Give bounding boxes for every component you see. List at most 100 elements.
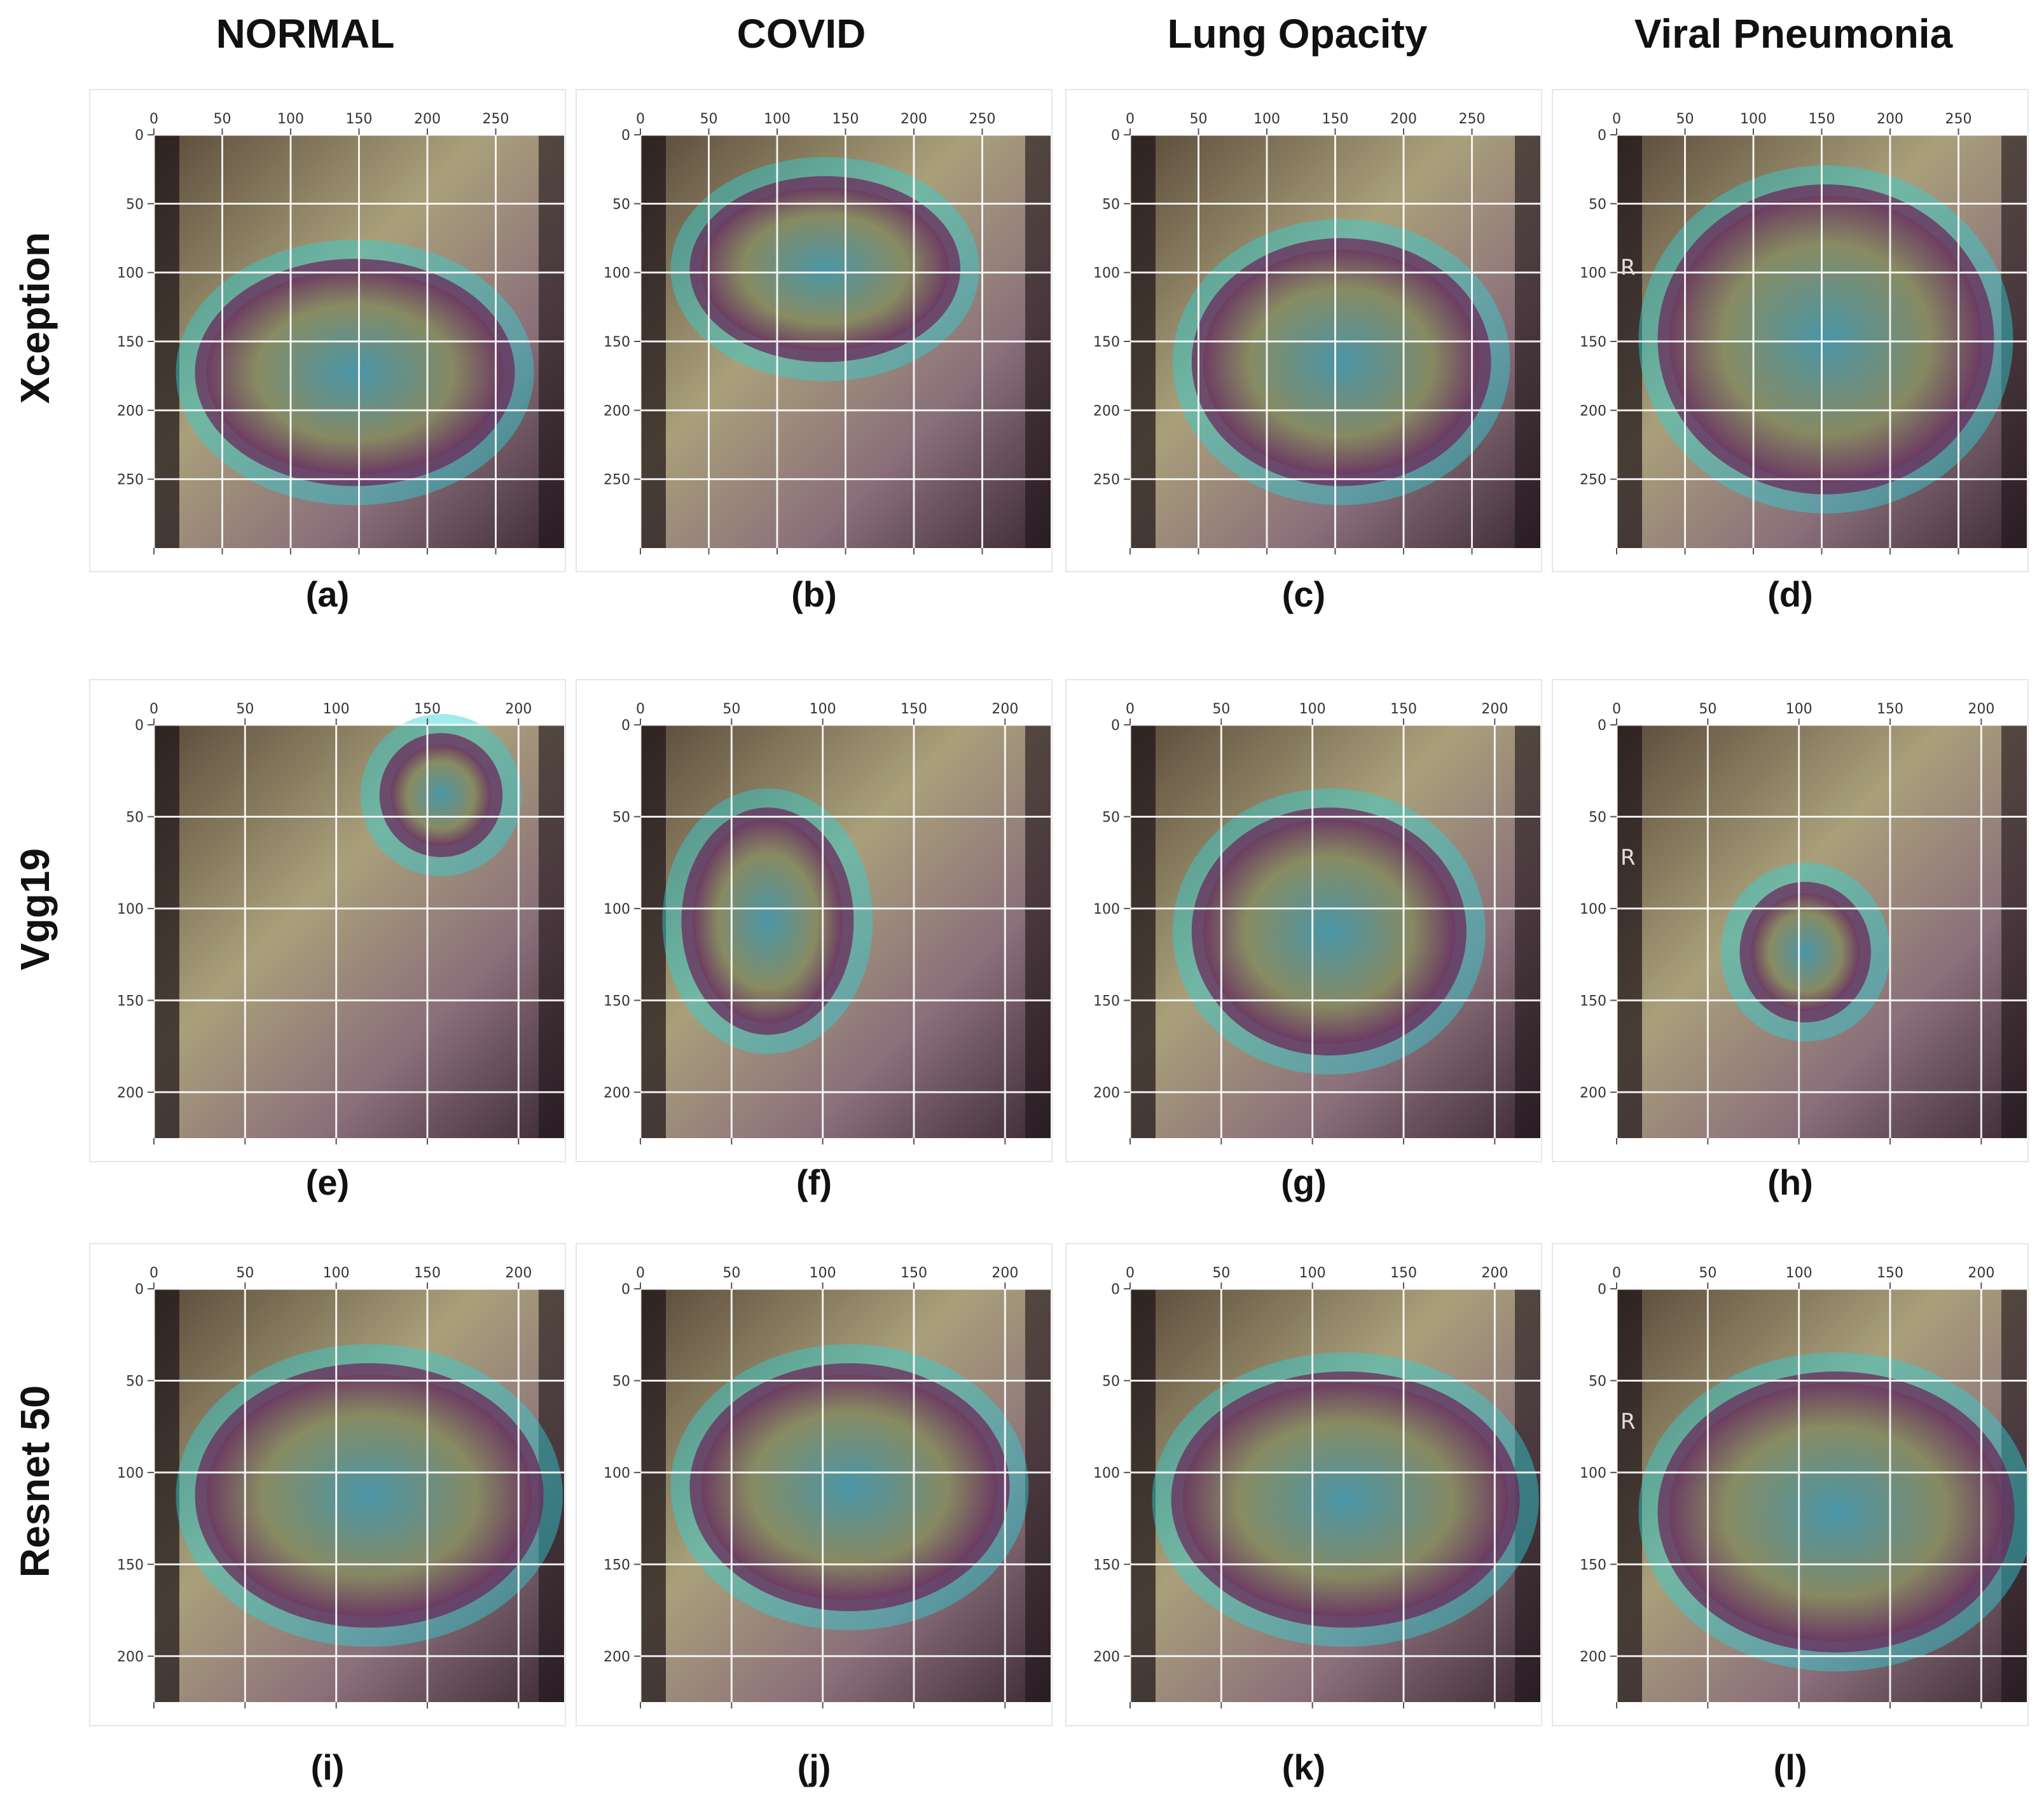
xray-marker-label: R (1620, 845, 1636, 870)
x-tick-label: 50 (236, 1265, 254, 1281)
x-tick-label: 50 (1699, 701, 1716, 717)
column-header-viral-pneumonia: Viral Pneumonia (1634, 11, 1953, 57)
x-tick-label: 150 (1390, 701, 1417, 717)
panel-caption: (g) (1281, 1162, 1327, 1202)
y-tick-label: 50 (126, 809, 144, 825)
heatmap-overlay-image: 00 50 50 100 100 150 150 200 200 R (1580, 701, 2027, 1144)
x-tick-label: 200 (991, 1265, 1018, 1281)
y-tick-label: 100 (604, 902, 630, 917)
panel-caption: (l) (1773, 1747, 1807, 1787)
y-tick-label: 200 (1580, 403, 1606, 419)
x-tick-label: 150 (1877, 1265, 1903, 1281)
x-tick-label: 0 (1612, 111, 1621, 127)
y-tick-label: 50 (1589, 196, 1606, 212)
column-header-covid: COVID (736, 11, 866, 57)
x-tick-label: 100 (810, 701, 836, 717)
x-tick-label: 0 (149, 701, 158, 717)
heatmap-overlay-image: 00 50 50 100 100 150 150 200 200 (117, 701, 564, 1144)
y-tick-label: 200 (117, 1085, 144, 1101)
y-tick-label: 150 (117, 1557, 144, 1573)
heatmap-overlay-image: 00 50 50 100 100 150 150 200 200 (1093, 1265, 1540, 1708)
heatmap-panel: 0 0 50 50 100 100 150 150 200 200 (1065, 679, 1542, 1162)
heatmap-overlay-image: 00 50 50 100 100 150 150 200 200 (117, 1265, 564, 1708)
y-tick-label: 150 (117, 334, 144, 350)
x-tick-label: 200 (901, 111, 927, 127)
panel-caption: (i) (310, 1747, 345, 1787)
y-tick-label: 100 (1580, 266, 1606, 282)
y-tick-label: 200 (1093, 403, 1120, 419)
x-tick-label: 200 (1968, 1265, 1994, 1281)
x-tick-label: 50 (1212, 1265, 1230, 1281)
y-tick-label: 150 (1580, 334, 1606, 350)
x-tick-label: 0 (1126, 111, 1135, 127)
heatmap-overlay-image: 00 50 50 100 100 150 150 200 200 R (1580, 1265, 2034, 1708)
x-tick-label: 150 (1809, 111, 1835, 127)
x-tick-label: 50 (1676, 111, 1694, 127)
y-tick-label: 200 (1093, 1649, 1120, 1665)
y-tick-label: 150 (604, 1557, 630, 1573)
heatmap-overlay-image: 00 50 50 100 100 150 150 200 200 (604, 1265, 1051, 1708)
y-tick-label: 50 (612, 1373, 630, 1389)
x-tick-label: 100 (323, 701, 350, 717)
x-tick-label: 150 (414, 701, 441, 717)
x-tick-label: 200 (1968, 701, 1994, 717)
x-tick-label: 0 (636, 1265, 645, 1281)
panel-caption: (f) (796, 1162, 832, 1202)
y-tick-label: 0 (621, 1282, 630, 1298)
x-tick-label: 50 (700, 111, 718, 127)
x-tick-label: 250 (1459, 111, 1486, 127)
y-tick-label: 0 (1111, 718, 1120, 734)
x-tick-label: 200 (505, 701, 532, 717)
y-tick-label: 100 (1580, 902, 1606, 917)
y-tick-label: 100 (117, 902, 144, 917)
y-tick-label: 150 (1580, 993, 1606, 1009)
x-tick-label: 0 (636, 701, 645, 717)
heatmap-overlay-image: 00 50 50 100 100 150 150 200 200 (604, 701, 1051, 1144)
x-tick-label: 0 (149, 111, 158, 127)
y-tick-label: 0 (1598, 718, 1606, 734)
x-tick-label: 0 (636, 111, 645, 127)
y-tick-label: 0 (1111, 128, 1120, 144)
y-tick-label: 50 (1102, 196, 1120, 212)
column-header-lung-opacity: Lung Opacity (1167, 11, 1428, 57)
y-tick-label: 200 (117, 403, 144, 419)
x-tick-label: 250 (1945, 111, 1972, 127)
y-tick-label: 0 (621, 128, 630, 144)
y-tick-label: 0 (135, 1282, 144, 1298)
y-tick-label: 200 (117, 1649, 144, 1665)
y-tick-label: 0 (1598, 128, 1606, 144)
x-tick-label: 100 (1253, 111, 1280, 127)
x-tick-label: 200 (505, 1265, 532, 1281)
y-tick-label: 50 (126, 1373, 144, 1389)
x-tick-label: 100 (323, 1265, 350, 1281)
y-tick-label: 200 (604, 403, 630, 419)
row-label-resnet50: Resnet 50 (12, 1385, 58, 1578)
x-tick-label: 200 (991, 701, 1018, 717)
x-tick-label: 150 (346, 111, 373, 127)
panel-caption: (e) (305, 1162, 350, 1202)
y-tick-label: 200 (604, 1085, 630, 1101)
x-tick-label: 0 (1126, 701, 1135, 717)
x-tick-label: 150 (414, 1265, 441, 1281)
y-tick-label: 150 (1580, 1557, 1606, 1573)
x-tick-label: 100 (1299, 1265, 1326, 1281)
heatmap-panel: 0 0 50 50 100 100 150 150 200 200 (576, 1243, 1053, 1726)
x-tick-label: 0 (149, 1265, 158, 1281)
y-tick-label: 100 (117, 1466, 144, 1481)
y-tick-label: 150 (1093, 993, 1120, 1009)
y-tick-label: 200 (1580, 1649, 1606, 1665)
heatmap-panel: 0 0 50 50 100 100 150 150 200 200 R (1552, 679, 2029, 1162)
heatmap-overlay-image: 00 50 50 100 100 150 150 200 200 250 250 R (1580, 111, 2027, 554)
x-tick-label: 50 (722, 701, 740, 717)
column-header-normal: NORMAL (216, 11, 395, 57)
x-tick-label: 0 (1612, 701, 1621, 717)
heatmap-overlay-image: 00 50 50 100 100 150 150 200 200 250 250 (1093, 111, 1540, 554)
x-tick-label: 200 (1481, 701, 1508, 717)
y-tick-label: 100 (604, 266, 630, 282)
y-tick-label: 200 (604, 1649, 630, 1665)
heatmap-overlay-image: 00 50 50 100 100 150 150 200 200 250 250 (604, 111, 1051, 554)
y-tick-label: 50 (1589, 809, 1606, 825)
y-tick-label: 150 (604, 993, 630, 1009)
y-tick-label: 100 (1580, 1466, 1606, 1481)
y-tick-label: 50 (1102, 809, 1120, 825)
